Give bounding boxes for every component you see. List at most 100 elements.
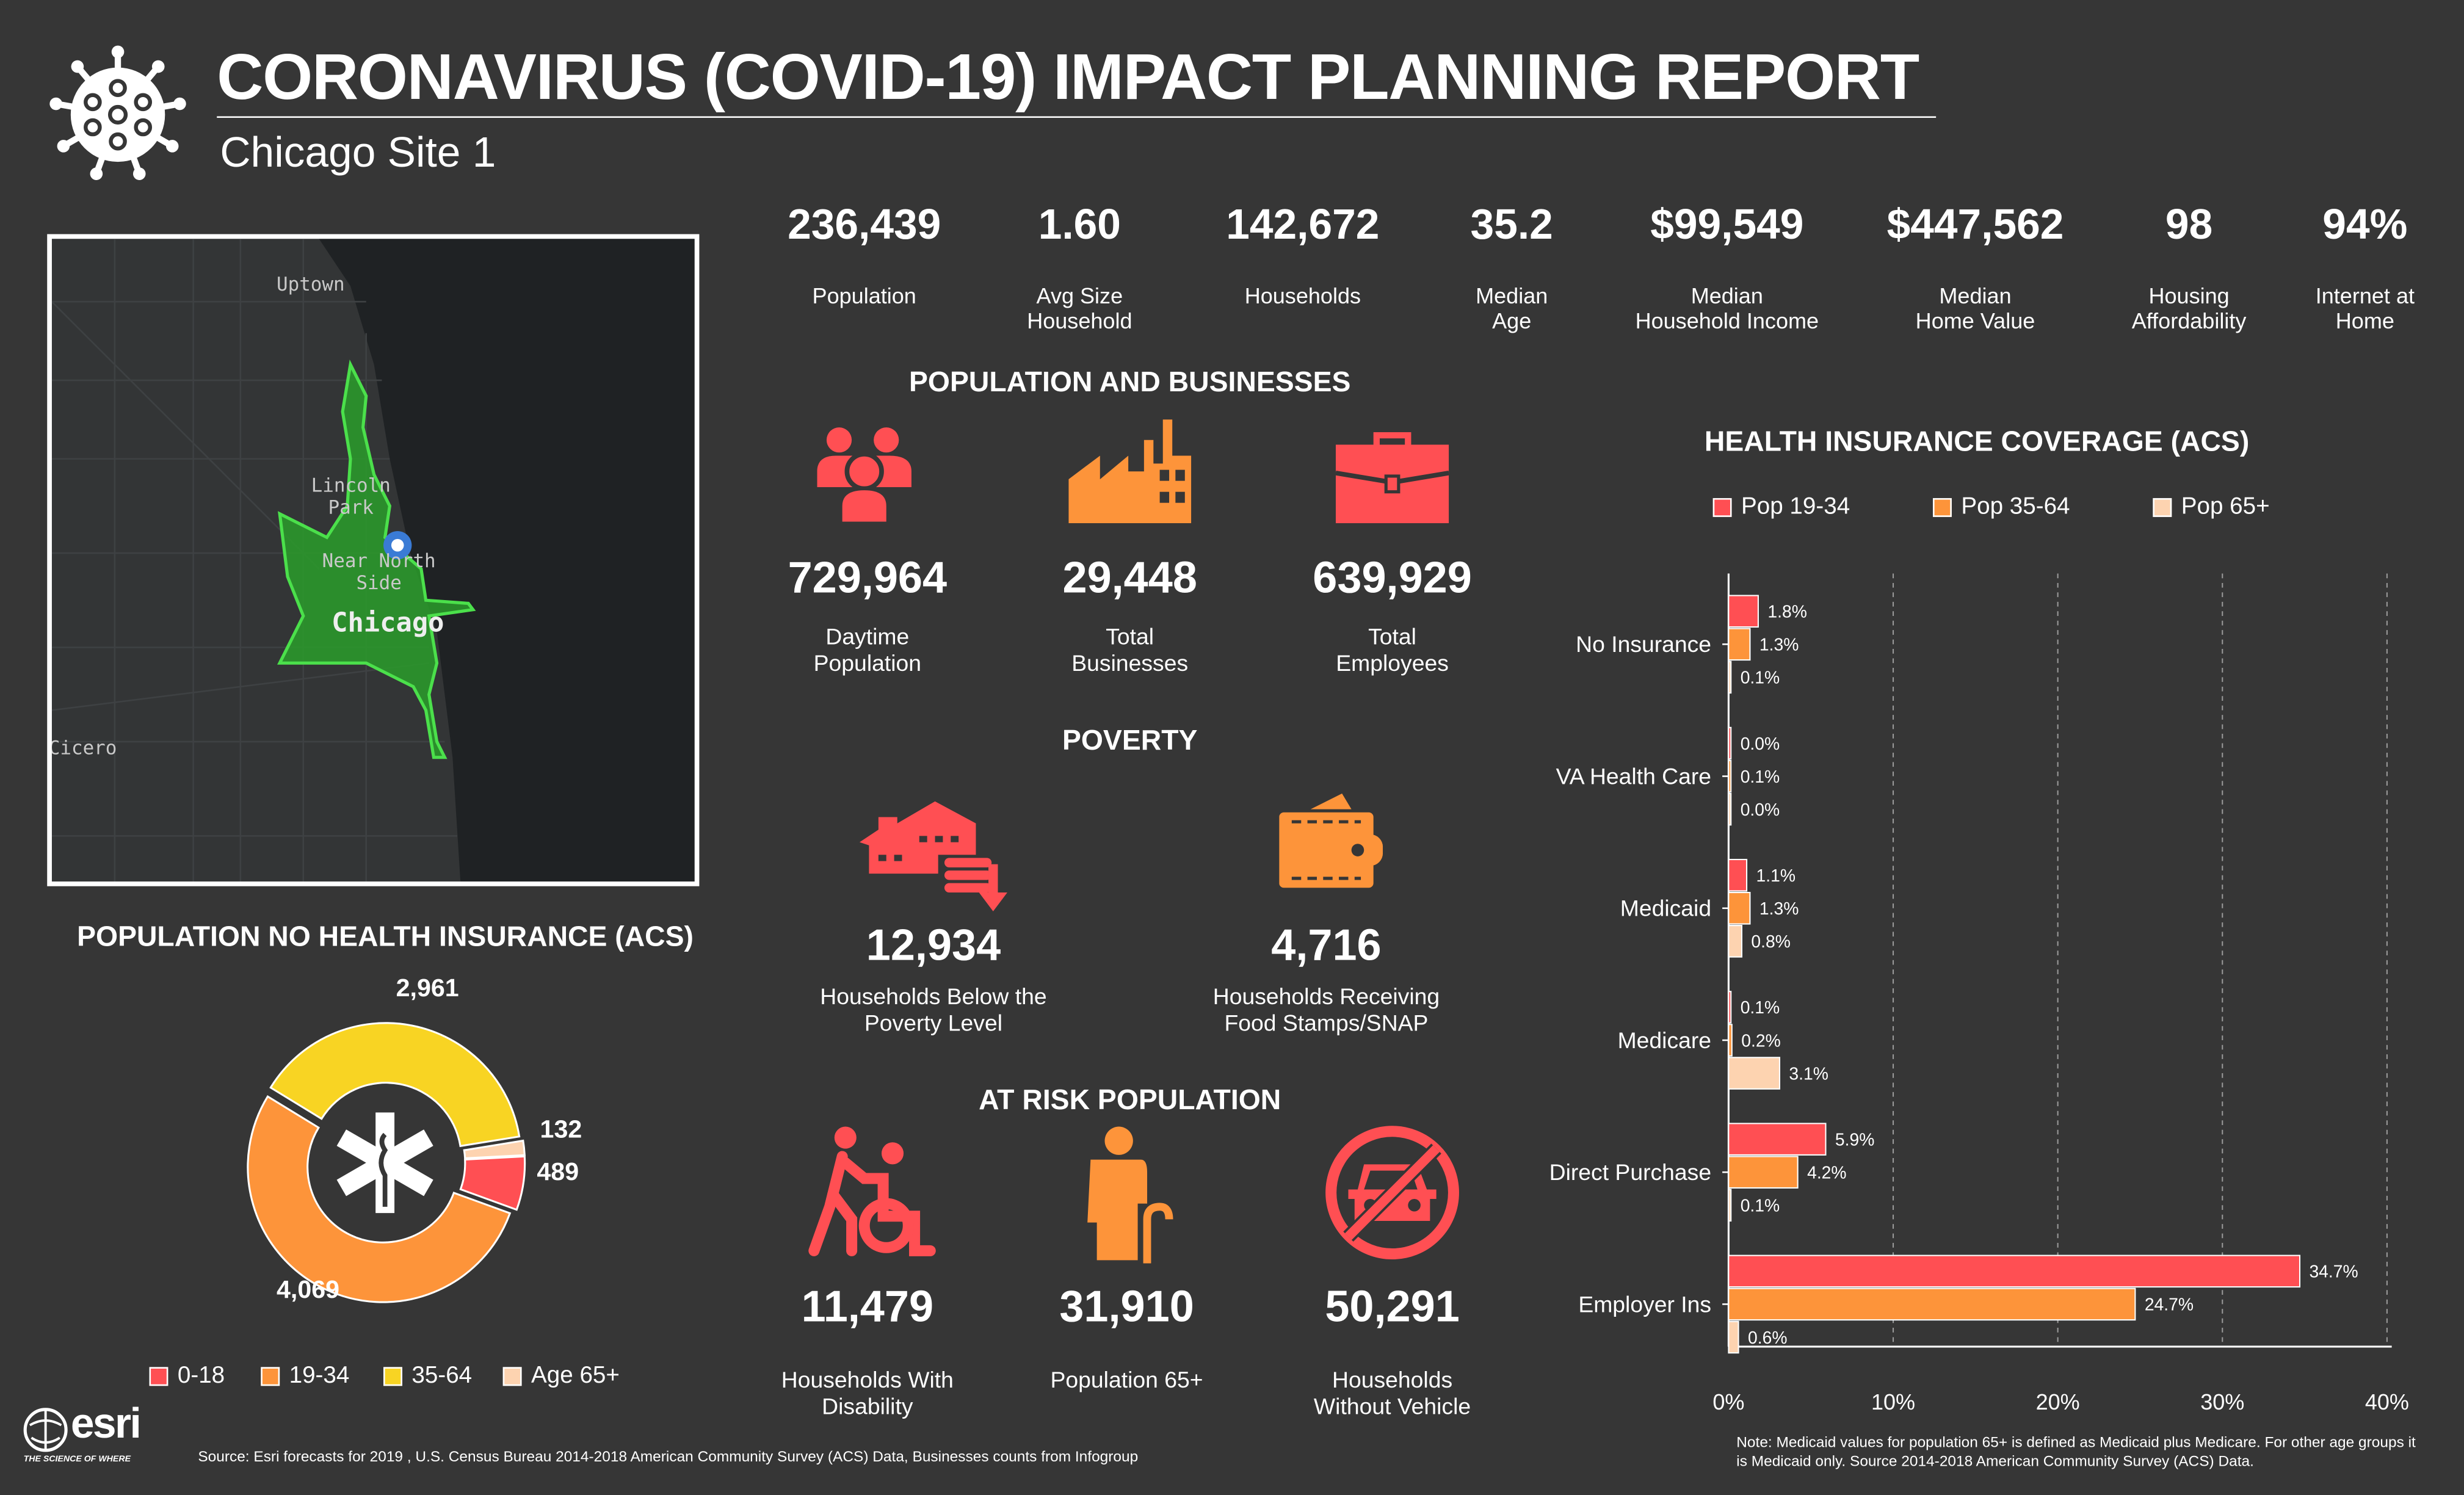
no-insurance-donut-chart: 489 4,069 2,961 132 <box>247 974 582 1303</box>
source-text: Source: Esri forecasts for 2019 , U.S. C… <box>198 1449 1139 1466</box>
bar-pop-19-34 <box>1728 1123 1827 1156</box>
wheelchair-icon <box>808 1126 936 1256</box>
donut-data-label: 132 <box>540 1115 582 1143</box>
briefcase-icon <box>1335 432 1449 524</box>
metric-label: Households Receiving Food Stamps/SNAP <box>1212 985 1440 1037</box>
bar-value-label: 1.3% <box>1759 899 1799 918</box>
bar-value-label: 0.0% <box>1741 734 1780 753</box>
bar-value-label: 1.3% <box>1759 635 1799 654</box>
esri-logo: esri THE SCIENCE OF WHERE <box>22 1400 164 1480</box>
bar-pop-65- <box>1728 792 1732 826</box>
metric-value: 729,964 <box>788 553 948 602</box>
donut-legend-item: 19-34 <box>261 1363 349 1389</box>
donut-legend-item: 0-18 <box>149 1363 225 1389</box>
bar-value-label: 34.7% <box>2309 1262 2358 1281</box>
bar-pop-19-34 <box>1728 991 1732 1024</box>
stat-value: 94% <box>2322 201 2408 248</box>
bar-value-label: 0.8% <box>1751 932 1790 951</box>
bar-pop-19-34 <box>1728 1254 2301 1288</box>
metric-value: 50,291 <box>1325 1282 1460 1331</box>
section-title-population-businesses: POPULATION AND BUSINESSES <box>909 366 1351 398</box>
metric-value: 29,448 <box>1062 553 1197 602</box>
bar-pop-65- <box>1728 1057 1781 1090</box>
map-label-lincoln-park: Lincoln Park <box>311 474 391 519</box>
metric-label: Daytime Population <box>813 625 922 677</box>
star-arm <box>336 1129 433 1196</box>
metric-value: 12,934 <box>866 921 1001 970</box>
metric-value: 4,716 <box>1271 921 1382 970</box>
donut-legend-item: Age 65+ <box>502 1362 620 1389</box>
donut-data-label: 4,069 <box>277 1275 339 1303</box>
donut-slice-19-34 <box>247 1095 512 1303</box>
bar-value-label: 0.1% <box>1741 997 1780 1017</box>
stat-value: $447,562 <box>1886 201 2064 248</box>
bar-legend-item: Pop 65+ <box>2153 493 2270 520</box>
stat-value: $99,549 <box>1650 201 1804 248</box>
bar-value-label: 0.6% <box>1748 1328 1788 1347</box>
globe-icon <box>23 1408 68 1452</box>
x-tick-label: 40% <box>2365 1389 2409 1414</box>
stat-label: Median Household Income <box>1635 283 1819 333</box>
bar-value-label: 0.1% <box>1741 668 1780 687</box>
house-coins-down-icon <box>859 801 1007 911</box>
bar-value-label: 0.2% <box>1741 1030 1781 1050</box>
donut-slice-age-65- <box>463 1139 526 1160</box>
legend-label: Pop 65+ <box>2181 493 2270 520</box>
map-label-near-north-side: Near North Side <box>322 549 436 594</box>
legend-swatch <box>383 1366 402 1385</box>
stat-value: 1.60 <box>1038 201 1121 248</box>
category-label: Direct Purchase <box>1549 1159 1711 1185</box>
factory-icon <box>1068 419 1192 524</box>
map-label-chicago: Chicago <box>332 608 444 640</box>
legend-label: Pop 19-34 <box>1741 493 1850 520</box>
map-label-uptown: Uptown <box>277 273 345 295</box>
stat-value: 236,439 <box>788 201 941 248</box>
bar-chart-title: HEALTH INSURANCE COVERAGE (ACS) <box>1704 425 2250 458</box>
bar-value-label: 4.2% <box>1807 1162 1847 1182</box>
legend-label: Age 65+ <box>531 1362 620 1389</box>
metric-value: 11,479 <box>801 1282 934 1331</box>
map-label-cicero: Cicero <box>48 737 117 759</box>
metric-label: Households Below the Poverty Level <box>820 985 1047 1037</box>
metric-label: Total Businesses <box>1071 625 1189 677</box>
metric-value: 639,929 <box>1313 553 1472 602</box>
x-tick-label: 30% <box>2200 1389 2244 1414</box>
bar-pop-35-64 <box>1728 1156 1799 1189</box>
legend-swatch <box>502 1366 522 1385</box>
category-label: No Insurance <box>1576 631 1711 657</box>
legend-label: 35-64 <box>411 1362 473 1389</box>
bar-pop-35-64 <box>1728 628 1751 661</box>
virus-icon <box>48 45 187 182</box>
x-tick-label: 20% <box>2036 1389 2080 1414</box>
legend-swatch <box>1712 497 1732 516</box>
bar-value-label: 1.1% <box>1756 866 1796 885</box>
title-divider <box>217 116 1937 118</box>
bar-value-label: 24.7% <box>2145 1295 2194 1314</box>
star-of-life-icon <box>336 1112 433 1214</box>
bar-pop-35-64 <box>1728 1287 2136 1321</box>
bar-legend-item: Pop 35-64 <box>1933 493 2070 520</box>
metric-label: Households With Disability <box>781 1368 954 1420</box>
site-map[interactable]: Uptown Lincoln Park Near North Side Chic… <box>47 234 700 886</box>
bar-pop-19-34 <box>1728 858 1748 892</box>
elderly-person-icon <box>1087 1126 1173 1264</box>
bar-pop-65- <box>1728 1189 1732 1222</box>
stat-label: Avg Size Household <box>1027 283 1132 333</box>
x-tick-label: 0% <box>1712 1389 1744 1414</box>
section-title-poverty: POVERTY <box>1062 724 1198 756</box>
stat-value: 35.2 <box>1470 201 1553 248</box>
bar-pop-35-64 <box>1728 892 1751 925</box>
x-tick-label: 10% <box>1871 1389 1915 1414</box>
wallet-icon <box>1279 793 1383 888</box>
metric-label: Households Without Vehicle <box>1313 1368 1471 1420</box>
metric-value: 31,910 <box>1059 1282 1194 1331</box>
esri-wordmark: esri <box>70 1400 142 1447</box>
stat-label: Housing Affordability <box>2131 283 2247 333</box>
stat-label: Median Age <box>1476 283 1548 333</box>
bar-pop-65- <box>1728 661 1732 694</box>
legend-label: 19-34 <box>289 1362 350 1389</box>
legend-swatch <box>1933 497 1952 516</box>
bar-value-label: 0.0% <box>1741 800 1780 819</box>
legend-swatch <box>2153 497 2172 516</box>
bar-value-label: 5.9% <box>1835 1129 1874 1149</box>
